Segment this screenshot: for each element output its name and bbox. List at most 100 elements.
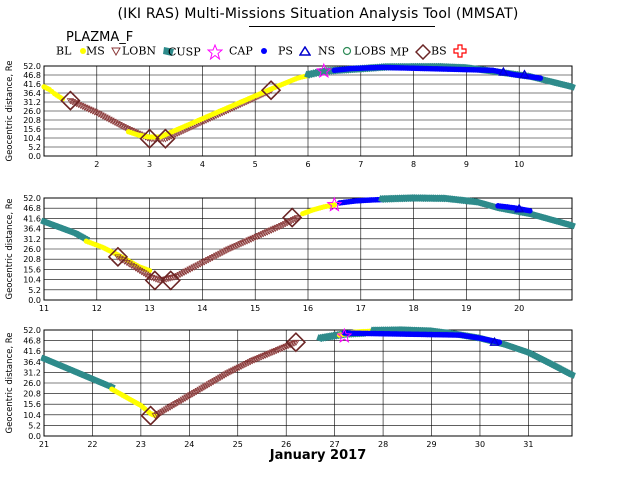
- data-point-ms: [274, 347, 283, 354]
- data-point-ms: [276, 346, 285, 353]
- data-point-ms: [218, 373, 227, 380]
- legend-item-cap: CAP: [229, 44, 269, 58]
- data-point-ms: [246, 359, 255, 366]
- triangle-up-icon: [299, 45, 312, 56]
- y-tick-label: 36.4: [23, 358, 41, 367]
- y-tick-label: 31.2: [23, 98, 41, 107]
- x-axis-title: January 2017: [269, 448, 367, 463]
- data-point-ms: [269, 349, 277, 356]
- cusp-marker: [336, 327, 353, 343]
- chart-panel-2: 0.05.210.4 15.620.826.031.236.4 41.646.852…: [5, 194, 576, 313]
- y-tick-label: 41.6: [23, 80, 41, 89]
- x-tick-label: 27: [330, 440, 340, 449]
- data-point-ms: [187, 392, 195, 399]
- data-point-ms: [166, 275, 174, 282]
- data-point-ms: [259, 353, 268, 360]
- data-point-ms: [192, 389, 201, 396]
- data-point-ms: [252, 356, 260, 363]
- circle-fill-icon: [261, 48, 268, 54]
- data-point-ms: [292, 339, 300, 347]
- y-tick-label: 26.0: [23, 379, 41, 388]
- data-point-ms: [282, 343, 290, 351]
- legend-item-bl: BL: [56, 44, 88, 58]
- y-axis-label: Geocentric distance, Re: [5, 198, 15, 299]
- y-axis-label: Geocentric distance, Re: [5, 60, 15, 161]
- data-point-ms: [286, 342, 294, 349]
- chart-panel-1: 0.05.210.415.620.826.031.236.441.646.852…: [5, 60, 576, 169]
- y-tick-label: 20.8: [23, 390, 41, 399]
- plot-frame: [43, 65, 573, 157]
- data-point-ms: [209, 379, 217, 386]
- legend-item-lobn: LOBN: [122, 44, 175, 58]
- x-tick-label: 20: [514, 304, 524, 313]
- x-tick-label: 3: [147, 160, 152, 169]
- data-point-ms: [272, 347, 281, 355]
- triangle-down-icon: [111, 47, 122, 57]
- data-point-ms: [196, 386, 204, 394]
- star-icon: [206, 43, 224, 61]
- data-point-ms: [237, 363, 245, 370]
- x-tick-label: 30: [475, 440, 485, 449]
- legend-item-lobs: LOBS: [354, 44, 386, 58]
- x-tick-label: 10: [514, 160, 524, 169]
- circle-open-icon: [342, 46, 351, 56]
- cusp-marker: [326, 196, 343, 212]
- legend-label: BL: [56, 44, 72, 58]
- square-rot-icon: [162, 47, 174, 56]
- data-point-ms: [242, 360, 251, 368]
- x-tick-label: 18: [409, 304, 419, 313]
- boundary-marker-mp: [160, 270, 181, 291]
- y-tick-label: 0.0: [28, 296, 41, 305]
- data-point-ms: [151, 413, 160, 420]
- data-point-bl: [331, 202, 337, 208]
- circle-fill-icon: [79, 48, 86, 54]
- ps-marker: [519, 69, 530, 79]
- y-tick-label: 5.2: [28, 286, 41, 295]
- legend-label: CUSP: [168, 45, 201, 59]
- data-point-ms: [226, 369, 234, 376]
- data-point-ms: [288, 341, 296, 348]
- y-tick-label: 0.0: [28, 432, 41, 441]
- y-tick-label: 15.6: [23, 125, 41, 134]
- data-point-lobn: [568, 221, 576, 230]
- boundary-marker-mp: [282, 207, 303, 228]
- y-tick-label: 26.0: [23, 245, 41, 254]
- data-point-ms: [256, 355, 264, 362]
- data-point-ms: [200, 384, 208, 391]
- cross-icon: [453, 44, 467, 58]
- x-tick-label: 15: [250, 304, 260, 313]
- plot-frame: [43, 197, 573, 301]
- y-tick-label: 5.2: [28, 143, 41, 152]
- data-point-ms: [161, 407, 169, 414]
- data-point-ms: [181, 395, 189, 402]
- data-point-ms: [257, 354, 266, 361]
- data-point-ms: [198, 385, 206, 392]
- data-point-ms: [216, 374, 225, 381]
- y-tick-label: 31.2: [23, 368, 41, 377]
- data-point-ms: [188, 391, 197, 398]
- legend-item-ms: MS: [86, 44, 122, 58]
- y-tick-label: 0.0: [28, 152, 41, 161]
- x-tick-label: 9: [464, 160, 469, 169]
- x-tick-label: 14: [197, 304, 207, 313]
- x-tick-label: 8: [411, 160, 416, 169]
- y-tick-label: 46.8: [23, 204, 41, 213]
- data-point-ms: [203, 382, 212, 389]
- legend-item-mp: MP: [390, 43, 432, 61]
- data-point-ms: [179, 396, 188, 403]
- data-point-cap: [526, 207, 533, 214]
- data-point-ms: [244, 360, 253, 367]
- x-tick-label: 12: [92, 304, 102, 313]
- data-point-ms: [154, 277, 162, 284]
- data-point-ms: [211, 378, 219, 385]
- data-point-lobn: [568, 371, 576, 379]
- data-point-ms: [190, 390, 199, 397]
- y-tick-label: 41.6: [23, 347, 41, 356]
- x-tick-label: 4: [200, 160, 205, 169]
- title-underline: [249, 26, 435, 27]
- x-tick-label: 29: [426, 440, 436, 449]
- y-axis-label: Geocentric distance, Re: [5, 332, 15, 433]
- data-point-ms: [280, 344, 288, 351]
- data-point-ms: [270, 348, 279, 355]
